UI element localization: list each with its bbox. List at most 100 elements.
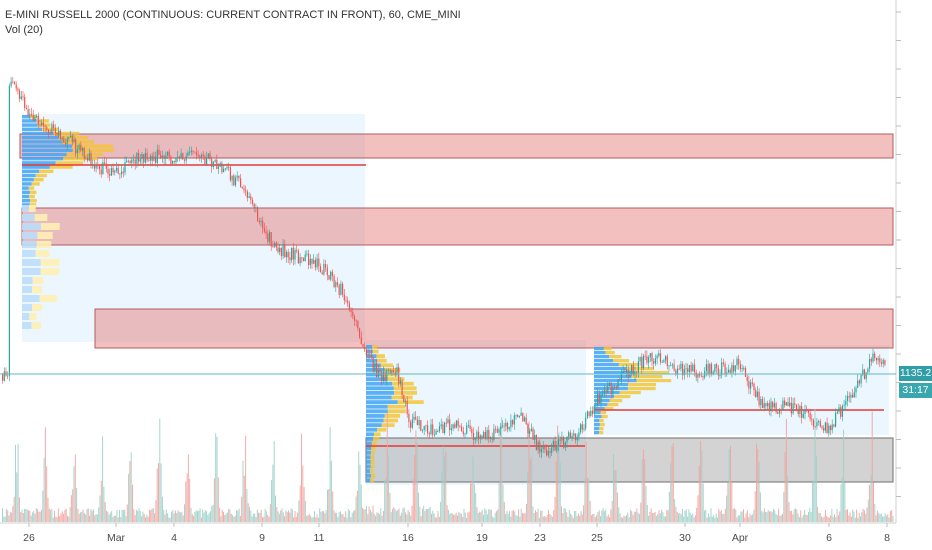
candle-down (522, 412, 524, 422)
time-axis-label: 6 (826, 532, 832, 544)
candle-up (631, 365, 633, 375)
candle-down (724, 363, 726, 375)
candle-down (87, 157, 89, 161)
volume-bar-down (889, 510, 891, 522)
candle-down (588, 411, 590, 416)
candle-up (73, 139, 75, 142)
profile-bar-down (387, 409, 406, 414)
candle-down (410, 421, 412, 428)
candle-down (250, 196, 252, 200)
candle-up (234, 177, 237, 186)
volume-bar-up (835, 517, 837, 522)
resistance-zone[interactable] (94, 308, 894, 349)
volume-bar-up (878, 512, 880, 522)
candle-down (228, 167, 230, 168)
profile-bar-up (594, 363, 619, 367)
volume-bar-down (607, 514, 609, 522)
profile-bar-up (366, 432, 374, 437)
candle-down (777, 412, 779, 414)
volume-bar-down (745, 513, 747, 522)
candle-up (649, 353, 651, 358)
candle-down (651, 353, 653, 362)
volume-bar-up (663, 516, 665, 522)
time-axis-label: 8 (884, 532, 890, 544)
candle-down (569, 432, 571, 438)
candle-up (214, 159, 216, 162)
volume-bar-down (48, 508, 50, 522)
volume-bar-up (290, 508, 292, 522)
volume-bar-down (891, 509, 893, 522)
candle-down (104, 162, 106, 164)
profile-bar-down (619, 391, 641, 395)
candle-up (620, 373, 622, 380)
volume-bar-up (519, 516, 521, 522)
volume-bar-up (202, 509, 204, 522)
volume-bar-down (186, 473, 188, 522)
profile-bar-down (72, 144, 113, 148)
profile-bar-down (377, 358, 387, 363)
profile-bar-up (366, 345, 373, 349)
profile-bar-up (22, 295, 40, 302)
volume-bar-down (47, 497, 49, 522)
resistance-zone[interactable] (21, 207, 894, 246)
volume-bar-up (836, 509, 838, 522)
candle-up (34, 117, 36, 121)
volume-bar-up (428, 508, 430, 522)
profile-bar-down (397, 400, 424, 404)
candle-down (615, 386, 617, 388)
volume-bar-up (705, 509, 707, 522)
candle-down (158, 149, 160, 155)
volume-bar-down (223, 511, 224, 522)
volume-bar-up (520, 508, 522, 522)
candle-down (807, 410, 809, 413)
volume-bar-down (143, 514, 145, 522)
candle-up (161, 155, 163, 159)
price-axis-area[interactable] (896, 0, 932, 550)
support-zone[interactable] (365, 437, 894, 483)
zones[interactable] (19, 133, 894, 483)
volume-bar-up (2, 508, 3, 522)
volume-bar-up (563, 508, 565, 522)
volume-bar-up (212, 504, 214, 522)
volume-bar-down (518, 509, 520, 522)
volume-bar-up (281, 508, 283, 522)
volume-bar-down (94, 515, 96, 522)
volume-bar-down (724, 508, 726, 522)
profile-bar-up (22, 304, 32, 311)
volume-bar-down (577, 513, 579, 522)
candle-down (75, 139, 77, 154)
volume-bar-up (167, 513, 169, 522)
profile-bar-down (28, 186, 35, 190)
candle-down (739, 364, 741, 370)
profile-bar-down (370, 473, 376, 478)
candle-up (291, 247, 293, 261)
candle-up (841, 405, 843, 417)
volume-bar-down (421, 508, 423, 522)
profile-bar-down (618, 363, 640, 367)
volume-bar-down (635, 511, 637, 522)
volume-bar-up (798, 517, 800, 522)
volume-bar-down (155, 500, 157, 522)
profile-bar-down (604, 407, 614, 411)
candle-up (743, 368, 745, 369)
volume-bar-up (418, 492, 419, 522)
volume-bar-up (388, 455, 390, 522)
volume-bar-down (126, 504, 128, 522)
volume-bar-down (769, 511, 770, 522)
resistance-zone[interactable] (19, 133, 894, 159)
volume-bar-up (818, 512, 820, 522)
volume-bar-up (831, 508, 833, 522)
candle-down (7, 375, 9, 377)
candle-down (2, 374, 4, 381)
candle-up (518, 415, 520, 417)
profile-bar-down (34, 214, 48, 221)
profile-bar-up (22, 136, 59, 140)
volume-bar-up (165, 509, 167, 522)
volume-bar-down (453, 514, 455, 522)
volume-indicator-label[interactable]: Vol (20) (5, 24, 43, 36)
volume-bar-up (159, 418, 161, 522)
candle-up (537, 441, 539, 451)
volume-bar-up (802, 514, 804, 522)
